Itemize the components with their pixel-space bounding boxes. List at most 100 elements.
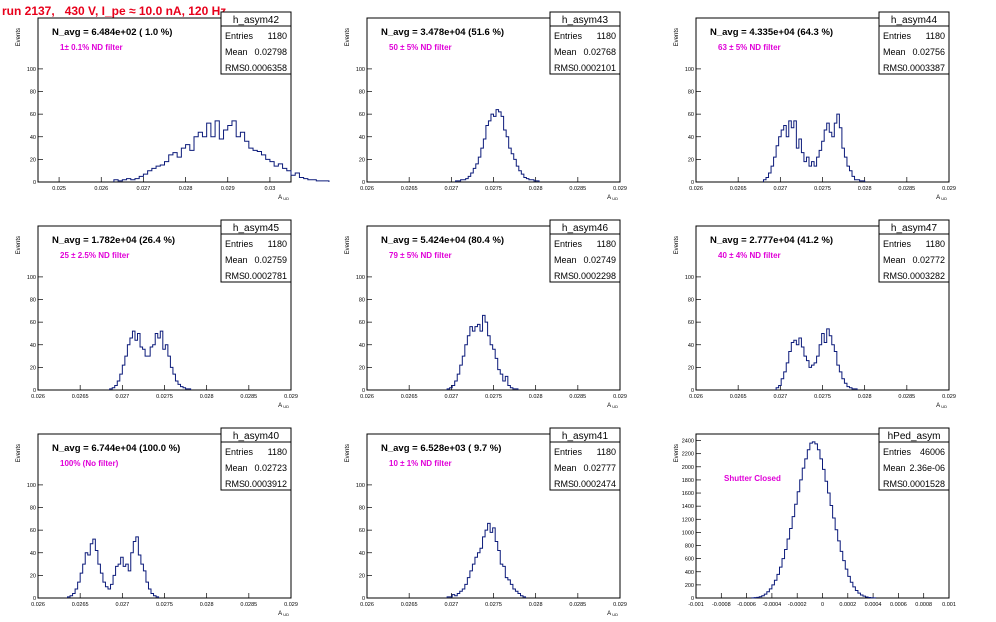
y-tick-label: 60: [688, 112, 694, 118]
x-tick-label: 0.029: [613, 602, 627, 608]
stats-label: Entries: [225, 447, 254, 457]
y-tick-label: 40: [30, 551, 36, 557]
y-tick-label: 100: [356, 67, 365, 73]
histogram-panel-h_asym46: Events 0 20 40 60 80 100 0.026 0.0265 0.027 0.0275…: [345, 219, 627, 409]
x-tick-label: 0.0265: [730, 186, 747, 192]
stats-label: RMS: [225, 63, 245, 73]
stats-value: 1180: [597, 239, 616, 249]
navg-label: N_avg = 6.528e+03 ( 9.7 %): [381, 443, 501, 454]
filter-annotation: Shutter Closed: [724, 474, 781, 483]
stats-label: Entries: [883, 447, 912, 457]
y-tick-label: 2200: [682, 452, 694, 458]
y-tick-label: 1000: [682, 530, 694, 536]
stats-label: Entries: [225, 239, 254, 249]
stats-title: h_asym45: [233, 223, 280, 234]
y-tick-label: 40: [30, 343, 36, 349]
x-tick-label: 0.0275: [485, 186, 502, 192]
stats-value: 0.0003912: [244, 479, 287, 489]
y-tick-label: 20: [359, 573, 365, 579]
stats-value: 0.02777: [583, 463, 616, 473]
y-tick-label: 100: [685, 275, 694, 281]
x-tick-label: 0.027: [444, 186, 458, 192]
x-tick-label: 0.0265: [72, 394, 89, 400]
x-tick-label: 0.027: [773, 394, 787, 400]
stats-value: 1180: [597, 447, 616, 457]
y-axis-label: Events: [16, 28, 22, 46]
x-tick-label: 0.03: [265, 186, 276, 192]
stats-value: 1180: [268, 31, 287, 41]
stats-value: 0.0002298: [573, 271, 616, 281]
stats-value: 2.36e-06: [909, 463, 945, 473]
y-tick-label: 0: [362, 596, 365, 602]
x-tick-label: 0.029: [942, 186, 956, 192]
y-tick-label: 200: [685, 583, 694, 589]
x-tick-label: 0.0285: [898, 186, 915, 192]
stats-label: RMS: [554, 271, 574, 281]
stats-value: 0.02749: [583, 255, 616, 265]
x-tick-label: 0.029: [284, 602, 298, 608]
y-tick-label: 2400: [682, 439, 694, 445]
stats-title: h_asym40: [233, 431, 280, 442]
x-axis-label: A UD: [607, 403, 618, 409]
filter-annotation: 50 ± 5% ND filter: [389, 43, 452, 52]
stats-title: h_asym47: [891, 223, 938, 234]
histogram-panel-h_asym40: Events 0 20 40 60 80 100 0.026 0.0265 0.027 0.0275…: [16, 427, 298, 617]
y-tick-label: 400: [685, 570, 694, 576]
x-tick-label: 0.0002: [839, 602, 856, 608]
stats-box: [878, 11, 950, 75]
stats-label: RMS: [225, 271, 245, 281]
stats-label: Mean: [554, 47, 577, 57]
y-tick-label: 100: [27, 275, 36, 281]
y-tick-label: 100: [27, 483, 36, 489]
x-tick-label: 0.0008: [915, 602, 932, 608]
stats-value: 0.02768: [583, 47, 616, 57]
y-tick-label: 100: [685, 67, 694, 73]
x-tick-label: 0.0265: [730, 394, 747, 400]
navg-label: N_avg = 5.424e+04 (80.4 %): [381, 235, 504, 246]
histogram-panel-h_asym44: Events 0 20 40 60 80 100 0.026 0.0265 0.027 0.0275…: [674, 11, 956, 201]
y-tick-label: 20: [359, 365, 365, 371]
y-tick-label: 0: [362, 180, 365, 186]
stats-box: [220, 219, 292, 283]
x-tick-label: 0.0275: [814, 186, 831, 192]
x-tick-label: 0.027: [773, 186, 787, 192]
x-tick-label: 0.029: [613, 394, 627, 400]
x-tick-label: 0.026: [31, 394, 45, 400]
y-tick-label: 60: [30, 528, 36, 534]
stats-label: RMS: [883, 271, 903, 281]
x-tick-label: 0.0285: [569, 186, 586, 192]
x-tick-label: 0.026: [360, 186, 374, 192]
histogram-bars: [775, 328, 858, 390]
x-tick-label: 0.0285: [898, 394, 915, 400]
stats-value: 0.02756: [912, 47, 945, 57]
x-tick-label: 0.026: [689, 394, 703, 400]
x-tick-label: 0.0275: [814, 394, 831, 400]
stats-value: 46006: [920, 447, 945, 457]
x-tick-label: 0.026: [689, 186, 703, 192]
stats-value: 1180: [268, 239, 287, 249]
x-tick-label: 0.0285: [240, 394, 257, 400]
y-tick-label: 0: [33, 180, 36, 186]
stats-value: 0.0002781: [244, 271, 287, 281]
stats-title: h_asym42: [233, 15, 280, 26]
y-tick-label: 80: [359, 506, 365, 512]
stats-title: h_asym46: [562, 223, 609, 234]
x-tick-label: 0.027: [444, 602, 458, 608]
x-tick-label: 0.0285: [240, 602, 257, 608]
y-tick-label: 2000: [682, 465, 694, 471]
stats-box: [220, 11, 292, 75]
stats-label: RMS: [554, 479, 574, 489]
filter-annotation: 1± 0.1% ND filter: [60, 43, 123, 52]
y-axis-label: Events: [345, 28, 351, 46]
y-tick-label: 60: [359, 112, 365, 118]
stats-label: Entries: [554, 31, 583, 41]
stats-label: Entries: [883, 31, 912, 41]
histogram-bars: [109, 330, 192, 390]
histogram-bars: [446, 314, 519, 390]
y-tick-label: 0: [362, 388, 365, 394]
stats-box: [549, 427, 621, 491]
x-tick-label: 0.026: [94, 186, 108, 192]
y-tick-label: 600: [685, 557, 694, 563]
x-axis-label: A UD: [607, 195, 618, 201]
